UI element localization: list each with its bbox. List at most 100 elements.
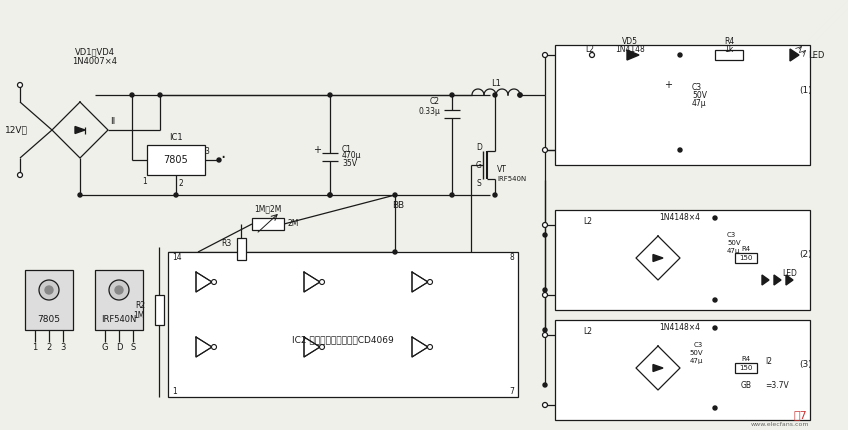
Bar (735, 363, 757, 373)
Circle shape (158, 93, 162, 97)
Circle shape (589, 52, 594, 58)
Text: +: + (664, 80, 672, 90)
Polygon shape (412, 337, 428, 357)
Text: LED: LED (783, 270, 797, 279)
Circle shape (493, 93, 497, 97)
Text: 1k: 1k (724, 46, 734, 55)
Circle shape (45, 286, 53, 294)
Circle shape (393, 250, 397, 254)
Text: G: G (102, 344, 109, 353)
Text: 2M: 2M (288, 218, 299, 227)
Text: www.elecfans.com: www.elecfans.com (750, 421, 809, 427)
Bar (735, 253, 757, 263)
Circle shape (713, 216, 717, 220)
Text: 35V: 35V (342, 160, 357, 169)
Polygon shape (790, 49, 799, 61)
Polygon shape (786, 275, 793, 285)
Circle shape (713, 406, 717, 410)
Bar (555, 210, 810, 310)
Text: IC2 六反相器（六非门）CD4069: IC2 六反相器（六非门）CD4069 (292, 335, 393, 344)
Text: =3.7V: =3.7V (765, 381, 789, 390)
Text: ·: · (220, 149, 226, 167)
Circle shape (320, 280, 325, 285)
Text: 12V～: 12V～ (5, 126, 28, 135)
Circle shape (713, 298, 717, 302)
Text: B: B (392, 200, 398, 209)
Polygon shape (653, 365, 663, 372)
Circle shape (543, 52, 548, 58)
Bar (555, 320, 810, 420)
Circle shape (211, 280, 216, 285)
Polygon shape (762, 275, 769, 285)
Circle shape (678, 148, 682, 152)
Text: (1): (1) (800, 86, 812, 95)
Text: GB: GB (740, 381, 751, 390)
Text: 50V: 50V (692, 90, 707, 99)
Text: L2: L2 (583, 328, 593, 337)
Text: 7805: 7805 (37, 316, 60, 325)
Text: L2: L2 (583, 218, 593, 227)
Text: 1M～2M: 1M～2M (254, 205, 282, 214)
Text: 470μ: 470μ (342, 151, 361, 160)
Circle shape (217, 158, 221, 162)
Circle shape (543, 328, 547, 332)
Text: IRF540N: IRF540N (101, 316, 137, 325)
Text: R4: R4 (741, 246, 750, 252)
Text: 3: 3 (204, 147, 209, 157)
Circle shape (427, 344, 432, 350)
Text: VD1～VD4: VD1～VD4 (75, 47, 115, 56)
Circle shape (320, 344, 325, 350)
Text: 14: 14 (172, 254, 181, 262)
Text: 7: 7 (509, 387, 514, 396)
Text: 150: 150 (739, 255, 753, 261)
Text: 1: 1 (172, 387, 176, 396)
Text: +: + (313, 145, 321, 155)
Text: G: G (476, 160, 482, 169)
Bar (155, 295, 164, 325)
Polygon shape (627, 50, 639, 60)
Circle shape (18, 172, 23, 178)
Text: 1: 1 (32, 344, 37, 353)
Circle shape (713, 326, 717, 330)
Text: C3: C3 (694, 342, 703, 348)
Circle shape (450, 93, 454, 97)
Text: L2: L2 (585, 46, 594, 55)
Text: R4: R4 (741, 356, 750, 362)
Bar (147, 145, 205, 175)
Circle shape (518, 93, 522, 97)
Circle shape (39, 280, 59, 300)
Text: 0.33μ: 0.33μ (418, 108, 440, 117)
Text: C3: C3 (692, 83, 702, 92)
Circle shape (543, 288, 547, 292)
Text: LED: LED (808, 50, 824, 59)
Circle shape (543, 402, 548, 408)
Circle shape (493, 193, 497, 197)
Text: I2: I2 (765, 357, 772, 366)
Polygon shape (75, 126, 85, 133)
Bar (168, 252, 518, 397)
Text: (3): (3) (800, 360, 812, 369)
Circle shape (450, 193, 454, 197)
Text: C2: C2 (430, 98, 440, 107)
Bar (25, 270, 73, 330)
Circle shape (543, 383, 547, 387)
Bar (715, 50, 743, 60)
Polygon shape (774, 275, 781, 285)
Circle shape (328, 193, 332, 197)
Text: 50V: 50V (689, 350, 703, 356)
Text: 47μ: 47μ (689, 358, 703, 364)
Text: VT: VT (497, 166, 507, 175)
Text: B: B (397, 200, 403, 209)
Circle shape (174, 193, 178, 197)
Text: 2: 2 (179, 178, 183, 187)
Bar (252, 218, 284, 230)
Bar (555, 45, 810, 165)
Text: 3: 3 (60, 344, 65, 353)
Polygon shape (653, 255, 663, 261)
Circle shape (543, 147, 548, 153)
Polygon shape (196, 337, 212, 357)
Circle shape (211, 344, 216, 350)
Circle shape (678, 53, 682, 57)
Polygon shape (412, 272, 428, 292)
Bar (95, 270, 143, 330)
